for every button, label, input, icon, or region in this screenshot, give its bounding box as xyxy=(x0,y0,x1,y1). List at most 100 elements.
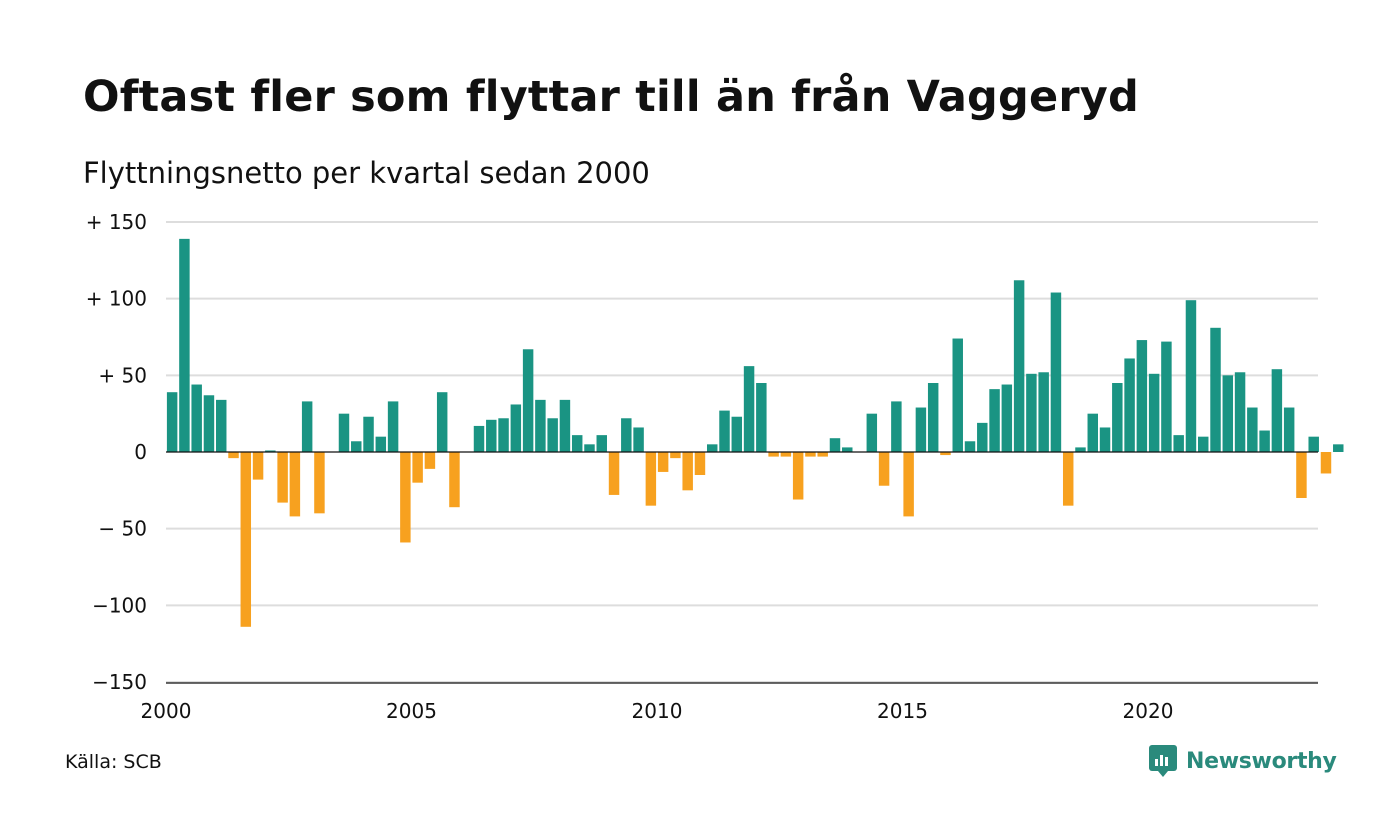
bar xyxy=(1333,444,1344,452)
bar xyxy=(252,452,264,480)
bar xyxy=(191,384,202,452)
bar xyxy=(743,366,755,452)
bar xyxy=(449,452,460,508)
bar xyxy=(240,452,252,627)
bar xyxy=(670,452,681,459)
bar xyxy=(805,452,816,457)
bar xyxy=(682,452,693,491)
y-tick-labels: + 150 + 100 + 50 0 − 50 −100 −150 xyxy=(86,210,147,694)
bar xyxy=(621,418,632,452)
bar xyxy=(510,404,522,452)
bar xyxy=(1026,373,1037,452)
bar xyxy=(596,435,607,452)
bar xyxy=(903,452,914,517)
bar xyxy=(1210,327,1221,452)
bar xyxy=(571,435,583,452)
bar xyxy=(719,410,730,452)
bar xyxy=(216,399,227,452)
bar xyxy=(535,399,546,452)
bar xyxy=(1136,340,1148,452)
bar xyxy=(486,419,497,452)
bar xyxy=(952,338,963,452)
bar xyxy=(498,418,509,452)
bar xyxy=(1222,375,1234,452)
x-tick-labels: 2000 2005 2010 2015 2020 xyxy=(141,699,1174,723)
bar xyxy=(1050,292,1062,452)
bar xyxy=(203,395,215,452)
bar xyxy=(964,441,976,452)
bar xyxy=(1185,300,1197,452)
bar xyxy=(1308,436,1319,452)
bar xyxy=(1320,452,1332,474)
x-tick-label: 2005 xyxy=(386,699,437,723)
bar xyxy=(1001,384,1013,452)
y-tick-label: − 50 xyxy=(98,517,147,541)
bar xyxy=(768,452,779,457)
bar xyxy=(277,452,288,503)
bar xyxy=(559,399,571,452)
bar xyxy=(977,422,988,452)
bar xyxy=(657,452,669,472)
bar xyxy=(1161,341,1172,452)
bar xyxy=(584,444,595,452)
y-tick-label: −150 xyxy=(92,670,147,694)
bar xyxy=(1099,427,1111,452)
brand-name: Newsworthy xyxy=(1186,748,1337,774)
bar xyxy=(817,452,828,457)
bar xyxy=(338,413,350,452)
bar xyxy=(707,444,718,452)
bar xyxy=(436,392,448,452)
bar xyxy=(228,452,239,459)
bar xyxy=(1247,407,1258,452)
x-tick-label: 2000 xyxy=(141,699,192,723)
bar xyxy=(915,407,927,452)
bar xyxy=(1259,430,1270,452)
bar xyxy=(940,452,951,456)
x-tick-label: 2015 xyxy=(877,699,928,723)
bar xyxy=(547,418,558,452)
y-tick-label: −100 xyxy=(92,593,147,617)
brand-logo: Newsworthy xyxy=(1148,744,1337,778)
bar xyxy=(1283,407,1295,452)
bar xyxy=(1013,280,1025,452)
bar xyxy=(265,450,276,452)
bar xyxy=(927,383,939,452)
bar xyxy=(301,401,313,452)
bar xyxy=(387,401,399,452)
bar xyxy=(878,452,890,486)
bar xyxy=(351,441,362,452)
bar xyxy=(1087,413,1098,452)
axes xyxy=(166,451,1318,684)
newsworthy-icon xyxy=(1149,745,1177,777)
y-tick-label: 0 xyxy=(134,440,147,464)
bar xyxy=(289,452,301,517)
y-tick-label: + 150 xyxy=(86,210,147,234)
bars xyxy=(166,238,1344,627)
bar xyxy=(694,452,706,475)
bar xyxy=(400,452,411,543)
bar xyxy=(792,452,804,500)
y-tick-label: + 100 xyxy=(86,287,147,311)
bar xyxy=(1296,452,1307,498)
bar xyxy=(1075,447,1086,452)
chart-title: Oftast fler som flyttar till än från Vag… xyxy=(83,72,1139,122)
bar xyxy=(989,389,1000,452)
x-tick-label: 2010 xyxy=(632,699,683,723)
bar xyxy=(829,438,841,452)
bar xyxy=(412,452,423,483)
x-tick-label: 2020 xyxy=(1123,699,1174,723)
bar xyxy=(375,436,387,452)
bar xyxy=(522,349,534,452)
bar xyxy=(1124,358,1135,452)
bar xyxy=(731,416,743,452)
bar xyxy=(363,416,374,452)
bar xyxy=(1112,383,1123,452)
bar xyxy=(633,427,644,452)
bar xyxy=(1062,452,1074,506)
bar xyxy=(424,452,436,469)
bar xyxy=(314,452,325,514)
bar xyxy=(179,238,190,452)
bar xyxy=(780,452,792,457)
bar xyxy=(1173,435,1184,452)
